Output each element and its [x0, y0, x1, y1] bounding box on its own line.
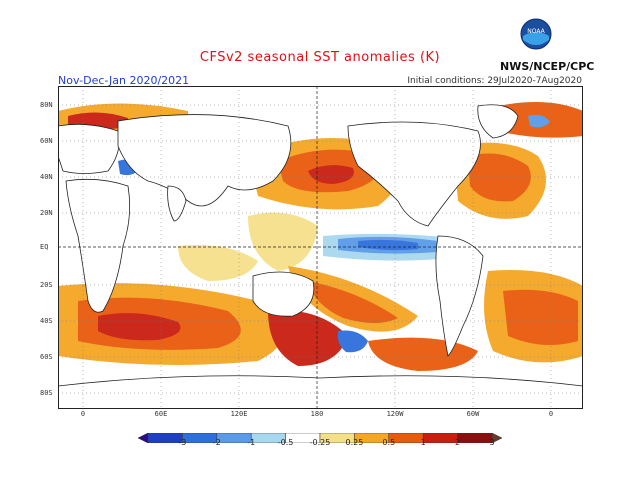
lat-label: 60N [40, 137, 53, 145]
lat-label: 20N [40, 209, 53, 217]
equator-dateline [58, 86, 583, 409]
colorbar [137, 428, 503, 444]
colorbar-label: 0.5 [382, 438, 396, 447]
lon-label: 0 [548, 410, 554, 418]
lat-label: 40N [40, 173, 53, 181]
colorbar-extend-high [491, 432, 503, 444]
colorbar-segment [457, 432, 493, 444]
colorbar-label: -2 [212, 438, 221, 447]
initial-conditions: Initial conditions: 29Jul2020-7Aug2020 [407, 76, 582, 86]
lat-label: 60S [40, 353, 53, 361]
lon-label: 120E [230, 410, 248, 418]
colorbar-label: 1 [420, 438, 426, 447]
lon-label: 180 [310, 410, 324, 418]
colorbar-segment [216, 432, 252, 444]
lon-label: 60E [154, 410, 168, 418]
noaa-logo: NOAA [520, 18, 552, 50]
colorbar-segment [147, 432, 183, 444]
agency-label: NWS/NCEP/CPC [500, 60, 595, 73]
colorbar-label: 0.25 [345, 438, 364, 447]
colorbar-segment [182, 432, 218, 444]
colorbar-label: 2 [455, 438, 461, 447]
lat-label: EQ [40, 243, 49, 251]
colorbar-label: -0.25 [309, 438, 331, 447]
logo-text: NOAA [527, 28, 545, 35]
lat-label: 80S [40, 389, 53, 397]
lat-label: 40S [40, 317, 53, 325]
colorbar-extend-low [137, 432, 149, 444]
lon-label: 120W [386, 410, 404, 418]
colorbar-label: -0.5 [277, 438, 294, 447]
coastlines [58, 104, 583, 409]
lon-label: 0 [80, 410, 86, 418]
lat-label: 80N [40, 101, 53, 109]
colorbar-label: -1 [247, 438, 256, 447]
season-label: Nov-Dec-Jan 2020/2021 [58, 74, 190, 87]
colorbar-label: 3 [489, 438, 495, 447]
map-title: CFSv2 seasonal SST anomalies (K) [199, 50, 441, 65]
lon-label: 60W [466, 410, 480, 418]
colorbar-label: -3 [178, 438, 187, 447]
colorbar-segment [422, 432, 458, 444]
sst-anomaly-map [58, 86, 583, 409]
lat-label: 20S [40, 281, 53, 289]
